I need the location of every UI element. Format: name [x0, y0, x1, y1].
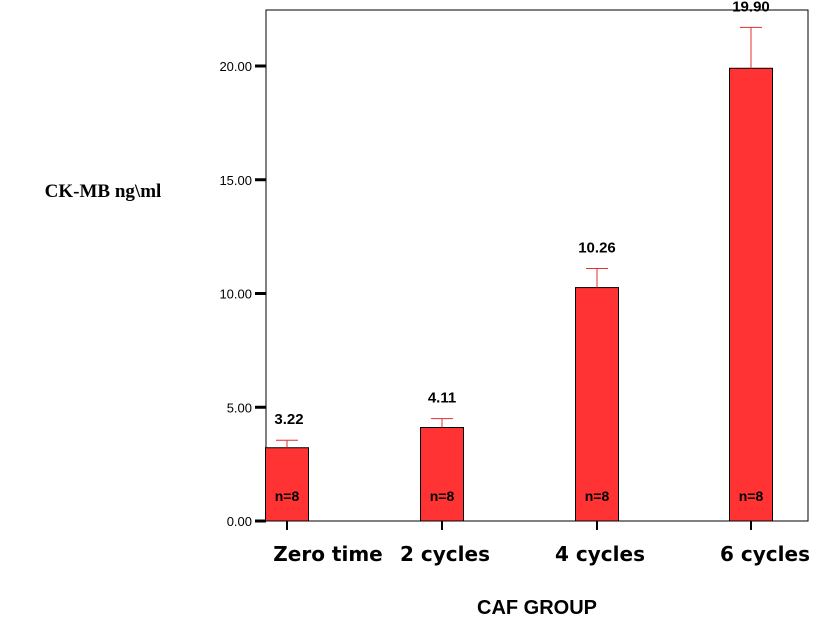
plot-frame — [265, 9, 809, 522]
n-label: n=8 — [585, 488, 610, 504]
x-tick-label: 4 cycles — [555, 542, 645, 566]
n-label: n=8 — [275, 488, 300, 504]
bar — [420, 426, 464, 522]
x-tick-label: 2 cycles — [400, 542, 490, 566]
value-label: 19.90 — [732, 0, 770, 15]
y-axis-label: CK-MB ng\ml — [45, 181, 162, 202]
y-tick-label: 0.00 — [227, 514, 252, 529]
y-tick-label: 15.00 — [219, 173, 252, 188]
x-axis-label: CAF GROUP — [477, 597, 597, 619]
value-label: 4.11 — [428, 390, 456, 407]
bar — [575, 287, 619, 522]
n-label: n=8 — [430, 488, 455, 504]
value-label: 10.26 — [578, 239, 616, 256]
x-tick-label: Zero time — [273, 542, 382, 566]
bar — [729, 67, 773, 522]
value-label: 3.22 — [274, 411, 303, 428]
y-tick-label: 20.00 — [219, 59, 252, 74]
x-tick-label: 6 cycles — [720, 542, 810, 566]
y-tick-label: 5.00 — [227, 400, 252, 415]
bar — [265, 447, 309, 522]
y-tick-label: 10.00 — [219, 287, 252, 302]
n-label: n=8 — [739, 488, 764, 504]
